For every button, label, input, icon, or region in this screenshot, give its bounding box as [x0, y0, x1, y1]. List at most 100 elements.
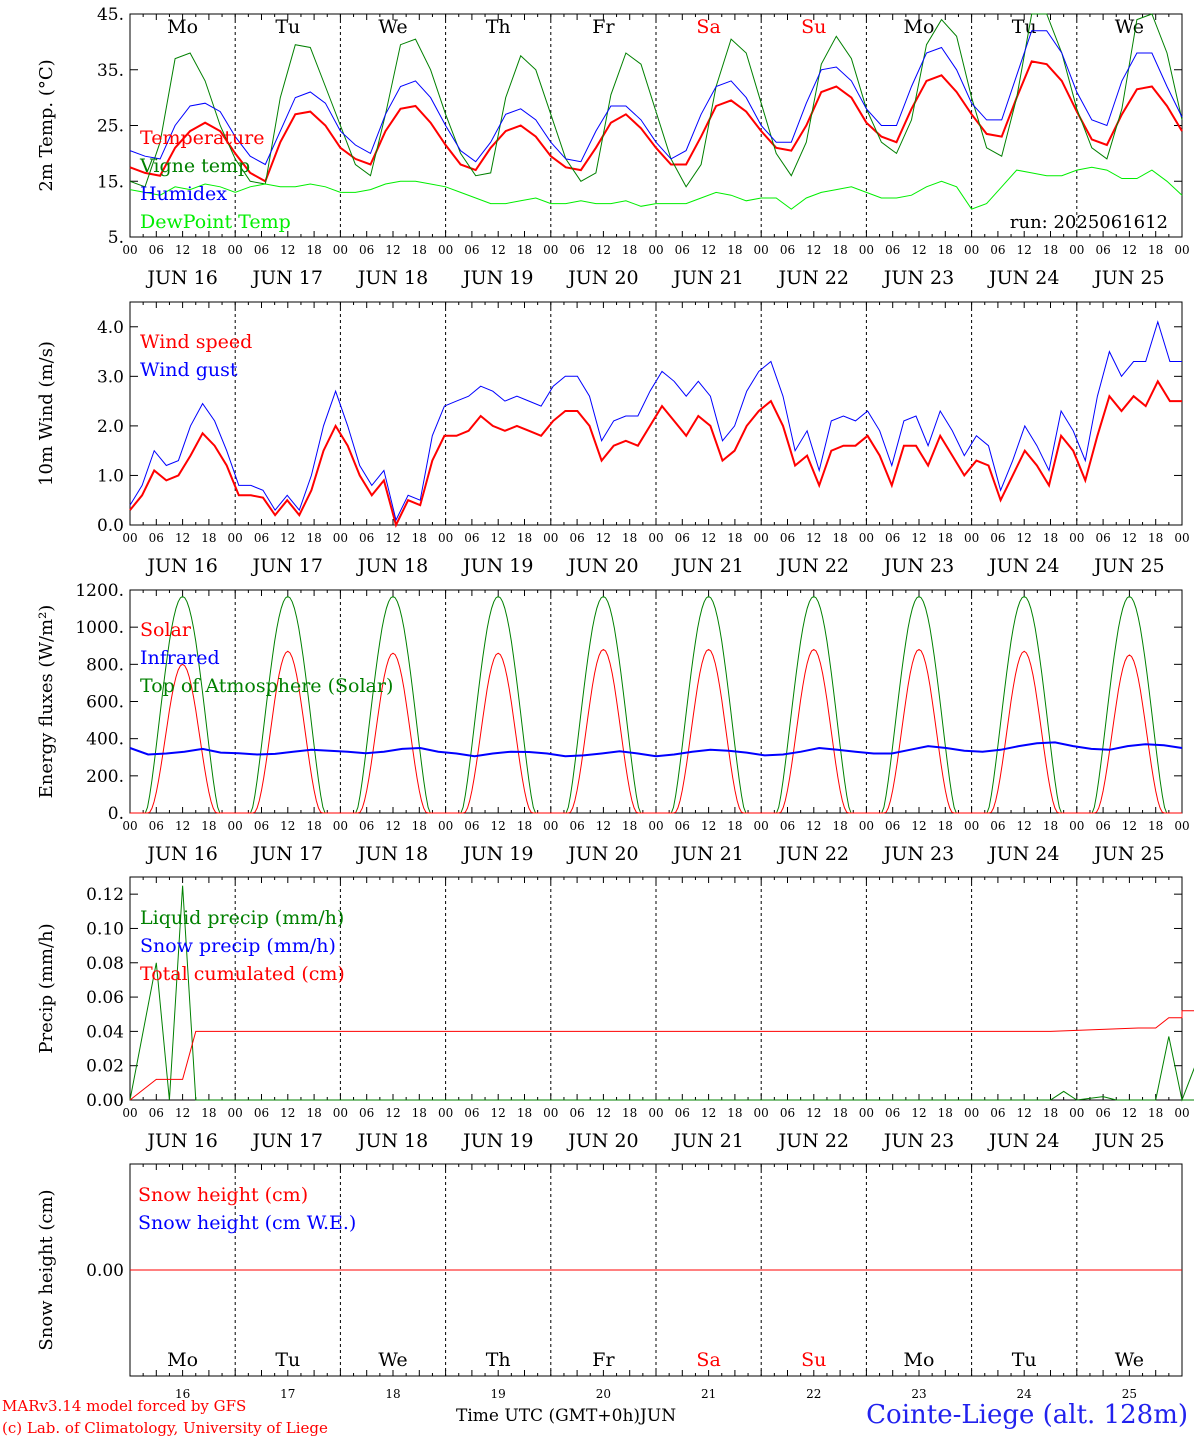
hour-tick-label: 06	[1095, 1106, 1110, 1120]
station-name: Cointe-Liege (alt. 128m)	[866, 1400, 1188, 1430]
hour-tick-label: 18	[727, 1106, 742, 1120]
hour-tick-label: 18	[832, 531, 847, 545]
hour-tick-label: 12	[1122, 819, 1137, 833]
y-tick-label: 0.06	[86, 988, 124, 1008]
hour-tick-label: 06	[990, 1106, 1005, 1120]
date-label: JUN 25	[1092, 1130, 1164, 1152]
hour-tick-label: 12	[491, 243, 506, 257]
weekday-label: Mo	[904, 1349, 935, 1371]
y-tick-label: 5.	[108, 228, 124, 248]
hour-tick-label: 06	[990, 243, 1005, 257]
hour-tick-label: 06	[885, 1106, 900, 1120]
hour-tick-label: 12	[806, 819, 821, 833]
hour-tick-label: 18	[622, 1106, 637, 1120]
y-axis-label: Precip (mm/h)	[36, 923, 57, 1053]
hour-tick-label: 00	[333, 819, 348, 833]
hour-tick-label: 00	[859, 1106, 874, 1120]
hour-tick-label: 12	[385, 819, 400, 833]
date-label: JUN 17	[251, 1130, 323, 1152]
weekday-label: Tu	[1012, 16, 1037, 38]
series-line-liquid-precip-mm-h-	[129, 885, 1194, 1102]
day-number-label: 17	[280, 1387, 295, 1401]
hour-tick-label: 00	[648, 819, 663, 833]
hour-tick-label: 12	[596, 531, 611, 545]
date-label: JUN 25	[1092, 267, 1164, 289]
legend-entry: Wind gust	[140, 359, 238, 381]
date-label: JUN 24	[987, 843, 1059, 865]
date-label: JUN 23	[882, 267, 954, 289]
hour-tick-label: 06	[675, 243, 690, 257]
hour-tick-label: 12	[1122, 1106, 1137, 1120]
y-tick-label: 0.0	[97, 516, 124, 536]
hour-tick-label: 18	[1043, 1106, 1058, 1120]
hour-tick-label: 18	[412, 1106, 427, 1120]
date-label: JUN 17	[251, 843, 323, 865]
hour-tick-label: 18	[832, 1106, 847, 1120]
hour-tick-label: 00	[1069, 531, 1084, 545]
hour-tick-label: 00	[859, 531, 874, 545]
hour-tick-label: 06	[780, 243, 795, 257]
hour-tick-label: 12	[1017, 243, 1032, 257]
legend-entry: Temperature	[140, 127, 264, 149]
panel-1	[129, 13, 1183, 238]
weekday-label: Fr	[592, 16, 615, 38]
date-label: JUN 18	[356, 1130, 428, 1152]
y-tick-label: 35.	[97, 61, 124, 81]
hour-tick-label: 06	[780, 531, 795, 545]
date-label: JUN 18	[356, 843, 428, 865]
date-label: JUN 22	[777, 843, 849, 865]
hour-tick-label: 18	[832, 243, 847, 257]
hour-tick-label: 18	[622, 531, 637, 545]
date-label: JUN 17	[251, 267, 323, 289]
hour-tick-label: 06	[254, 819, 269, 833]
date-label: JUN 22	[777, 267, 849, 289]
hour-tick-label: 18	[517, 531, 532, 545]
hour-tick-label: 00	[754, 243, 769, 257]
weekday-label: We	[378, 16, 407, 38]
y-tick-label: 0.00	[86, 1091, 124, 1111]
weekday-label: Mo	[167, 16, 198, 38]
date-label: JUN 25	[1092, 843, 1164, 865]
date-label: JUN 20	[566, 555, 638, 577]
date-label: JUN 18	[356, 267, 428, 289]
date-label: JUN 24	[987, 267, 1059, 289]
hour-tick-label: 18	[201, 243, 216, 257]
hour-tick-label: 18	[1148, 243, 1163, 257]
hour-tick-label: 12	[175, 1106, 190, 1120]
legend-entry: Wind speed	[140, 331, 252, 353]
hour-tick-label: 00	[1174, 819, 1189, 833]
hour-tick-label: 18	[517, 243, 532, 257]
hour-tick-label: 12	[280, 819, 295, 833]
date-label: JUN 20	[566, 267, 638, 289]
hour-tick-label: 18	[1148, 531, 1163, 545]
hour-tick-label: 12	[491, 819, 506, 833]
hour-tick-label: 12	[701, 243, 716, 257]
month-label: JUN	[640, 1406, 677, 1426]
hour-tick-label: 00	[228, 819, 243, 833]
y-tick-label: 15.	[97, 172, 124, 192]
day-number-label: 18	[385, 1387, 400, 1401]
hour-tick-label: 18	[306, 819, 321, 833]
legend-entry: DewPoint Temp	[140, 211, 291, 233]
hour-tick-label: 00	[648, 243, 663, 257]
y-tick-label: 0.04	[86, 1022, 124, 1042]
legend-entry: Solar	[140, 619, 192, 641]
model-credit: MARv3.14 model forced by GFS	[2, 1397, 247, 1415]
y-tick-label: 1200.	[75, 581, 124, 601]
hour-tick-label: 06	[780, 1106, 795, 1120]
weekday-label: Mo	[167, 1349, 198, 1371]
weekday-label: We	[1115, 16, 1144, 38]
weekday-label: Su	[801, 1349, 826, 1371]
hour-tick-label: 00	[1069, 1106, 1084, 1120]
weekday-label: Th	[486, 16, 511, 38]
date-label: JUN 23	[882, 1130, 954, 1152]
date-label: JUN 23	[882, 843, 954, 865]
hour-tick-label: 00	[438, 819, 453, 833]
y-tick-label: 3.0	[97, 367, 124, 387]
hour-tick-label: 00	[648, 531, 663, 545]
hour-tick-label: 06	[464, 1106, 479, 1120]
hour-tick-label: 18	[727, 243, 742, 257]
date-label: JUN 20	[566, 1130, 638, 1152]
day-number-label: 19	[491, 1387, 506, 1401]
y-tick-label: 0.10	[86, 919, 124, 939]
